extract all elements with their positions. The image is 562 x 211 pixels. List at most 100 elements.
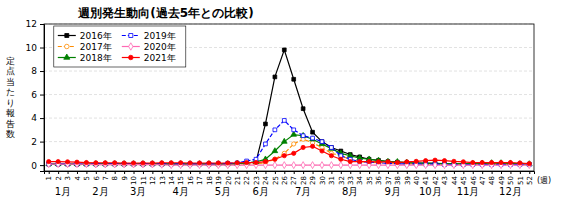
x-tick-mark [322,171,323,174]
series-marker [264,122,268,126]
x-tick: 36 [375,171,383,185]
x-tick: 25 [272,171,280,185]
x-tick-mark [105,171,106,174]
x-tick: 32 [338,171,346,185]
annotation: 9月 [384,186,400,197]
x-tick: 2 [55,171,63,180]
plot-frame [44,24,534,171]
series-marker [489,160,495,165]
y-axis-line [40,25,45,172]
x-tick-label: 43 [441,176,449,185]
x-tick-label: 12 [149,176,157,185]
series-marker [347,152,353,157]
y-tick: 4 [31,113,44,123]
x-tick-mark [218,171,219,174]
legend-frame [54,26,186,67]
series-marker [226,162,230,169]
series-marker [424,159,428,163]
series-marker [84,160,88,164]
series-marker [499,160,503,164]
grid-line-y [44,94,534,95]
series-marker [527,162,531,169]
x-tick: 35 [366,171,374,185]
x-tick-label: 35 [366,176,374,185]
series-marker [150,161,154,168]
series-marker [216,161,220,165]
series-marker [433,158,437,162]
series-marker [526,161,532,166]
x-tick-mark [379,171,380,174]
x-tick: 46 [469,171,477,185]
series-marker [461,160,465,164]
series-marker [320,140,324,144]
series-marker [179,162,183,169]
x-tick-mark [199,171,200,174]
series-marker [84,161,88,168]
y-axis-title-char: 数 [6,129,15,139]
x-tick: 23 [253,171,261,185]
legend-label: 2018年 [80,53,112,63]
series-marker [244,160,248,164]
series-marker [367,159,371,163]
x-tick: 39 [404,171,412,185]
y-tick: 8 [31,66,44,76]
x-tick-mark [247,171,248,174]
series-marker [329,145,335,150]
legend-label: 2019年 [144,31,176,41]
series-marker [113,161,117,165]
x-tick: 30 [319,171,327,185]
x-tick-mark [96,171,97,174]
x-tick: 26 [281,171,289,185]
x-tick-mark [388,171,389,174]
x-tick-label: 26 [281,175,289,184]
x-tick-mark [228,171,229,174]
x-tick-mark [294,171,295,174]
x-tick-label: 23 [253,176,261,185]
annotation: 2月 [92,186,108,197]
series-marker [188,162,192,169]
x-tick-label: 19 [215,176,223,185]
y-tick: 12 [26,19,44,29]
x-tick-mark [143,171,144,174]
legend-item: 2020年 [122,42,176,52]
series-marker [216,162,220,166]
annotation: 10月 [419,186,442,197]
series-marker [480,160,484,164]
x-tick: 9 [121,171,129,180]
series-marker [405,160,409,164]
series-marker [263,159,267,163]
x-tick-mark [162,171,163,174]
series-marker [226,161,230,165]
y-tick-label: 4 [31,113,37,123]
series-marker [300,132,306,137]
x-tick: 15 [177,171,185,185]
x-tick-mark [510,171,511,174]
x-axis-line [45,172,535,175]
series-marker [103,161,107,165]
grid-line-y [44,118,534,119]
x-tick: 19 [215,171,223,185]
series-marker [358,160,362,164]
series-marker [301,145,305,149]
series-marker [311,136,315,140]
x-tick: 40 [413,171,421,185]
series-marker [75,161,79,168]
series-marker [329,162,333,169]
x-tick-label: 46 [469,175,477,184]
x-tick-mark [77,171,78,174]
series-marker [94,161,98,168]
x-tick-label: 45 [460,176,468,185]
series-marker [330,146,334,150]
x-tick-mark [115,171,116,174]
series-marker [132,161,136,168]
x-tick-label: 13 [159,176,167,185]
series-marker [245,161,249,165]
x-tick: 18 [206,171,214,185]
series-line [49,120,530,164]
series-marker [452,159,456,163]
y-tick-label: 8 [31,66,37,76]
annotation: 5月 [215,186,231,197]
legend-marker [64,54,70,59]
series-marker [310,136,316,141]
x-tick-label: 52 [526,176,534,185]
